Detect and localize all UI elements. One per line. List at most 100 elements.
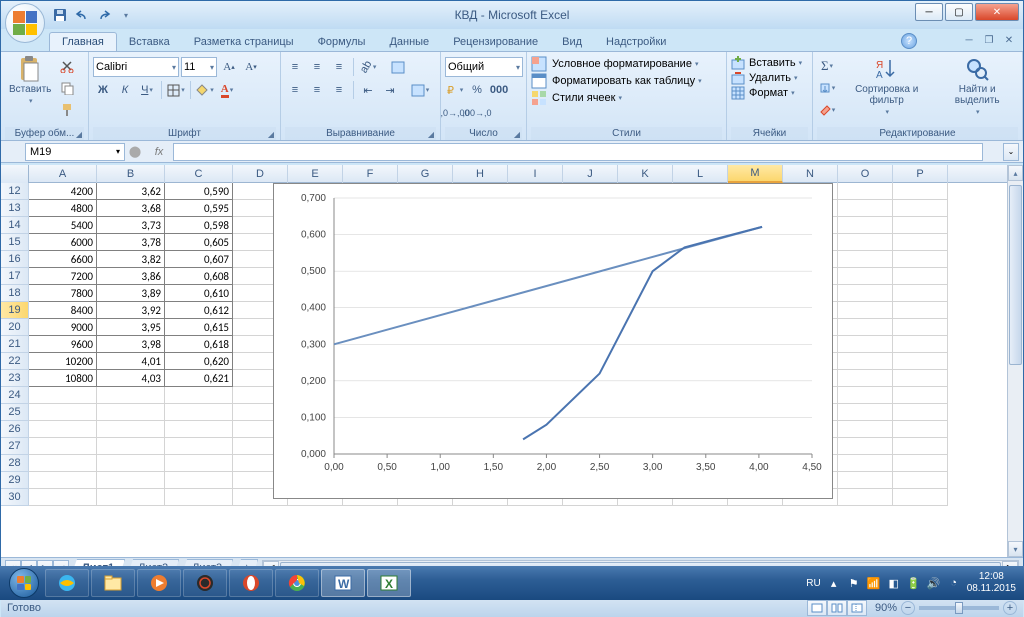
cell[interactable] <box>29 472 97 489</box>
close-button[interactable]: ✕ <box>975 3 1019 21</box>
format-table-button[interactable]: Форматировать как таблицу▾ <box>531 73 702 89</box>
cell[interactable] <box>838 438 893 455</box>
row-header[interactable]: 19 <box>1 302 29 319</box>
insert-cells-button[interactable]: Вставить▾ <box>731 56 802 70</box>
cell[interactable]: 8400 <box>29 302 97 319</box>
row-header[interactable]: 16 <box>1 251 29 268</box>
cell[interactable] <box>97 472 165 489</box>
col-header-K[interactable]: K <box>618 165 673 183</box>
autosum-icon[interactable]: Σ▾ <box>817 56 837 76</box>
row-header[interactable]: 23 <box>1 370 29 387</box>
cell[interactable]: 0,608 <box>165 268 233 285</box>
cell[interactable] <box>29 404 97 421</box>
bold-icon[interactable]: Ж <box>93 80 113 100</box>
cell[interactable] <box>838 370 893 387</box>
cell[interactable] <box>97 455 165 472</box>
cell[interactable]: 0,621 <box>165 370 233 387</box>
cell[interactable] <box>893 353 948 370</box>
col-header-M[interactable]: M <box>728 165 783 183</box>
cell[interactable] <box>893 268 948 285</box>
cell[interactable] <box>838 268 893 285</box>
taskbar-chrome-icon[interactable] <box>275 569 319 597</box>
cell[interactable] <box>893 421 948 438</box>
zoom-in-icon[interactable]: + <box>1003 601 1017 615</box>
font-color-icon[interactable]: A▾ <box>217 80 237 100</box>
cell[interactable] <box>893 489 948 506</box>
cell[interactable] <box>29 421 97 438</box>
underline-icon[interactable]: Ч▾ <box>137 80 157 100</box>
row-header[interactable]: 26 <box>1 421 29 438</box>
formula-expand-icon[interactable]: ⌄ <box>1003 143 1019 161</box>
cell[interactable]: 0,607 <box>165 251 233 268</box>
row-header[interactable]: 14 <box>1 217 29 234</box>
currency-icon[interactable]: ₽▾ <box>445 80 465 100</box>
cell[interactable]: 3,62 <box>97 183 165 200</box>
cell[interactable]: 3,82 <box>97 251 165 268</box>
doc-close-icon[interactable]: ✕ <box>1001 33 1017 47</box>
orientation-icon[interactable]: ab▾ <box>358 57 378 77</box>
italic-icon[interactable]: К <box>115 80 135 100</box>
cell[interactable] <box>29 438 97 455</box>
office-button[interactable] <box>5 3 45 43</box>
col-header-B[interactable]: B <box>97 165 165 183</box>
number-format-combo[interactable]: Общий▾ <box>445 57 523 77</box>
undo-icon[interactable] <box>73 6 91 24</box>
tab-разметка страницы[interactable]: Разметка страницы <box>182 33 306 51</box>
cell[interactable] <box>165 421 233 438</box>
cell[interactable] <box>838 217 893 234</box>
cell[interactable]: 10800 <box>29 370 97 387</box>
fill-color-icon[interactable]: ▾ <box>195 80 215 100</box>
find-select-button[interactable]: Найти и выделить▾ <box>936 54 1018 118</box>
font-name-combo[interactable]: Calibri▾ <box>93 57 179 77</box>
cell[interactable] <box>29 387 97 404</box>
taskbar-media-icon[interactable] <box>137 569 181 597</box>
taskbar-word-icon[interactable]: W <box>321 569 365 597</box>
cell[interactable] <box>893 472 948 489</box>
cell[interactable] <box>893 455 948 472</box>
font-size-combo[interactable]: 11▾ <box>181 57 217 77</box>
cell[interactable] <box>97 387 165 404</box>
cell[interactable] <box>838 421 893 438</box>
col-header-A[interactable]: A <box>29 165 97 183</box>
cell[interactable]: 10200 <box>29 353 97 370</box>
doc-restore-icon[interactable]: ❐ <box>981 33 997 47</box>
tab-вставка[interactable]: Вставка <box>117 33 182 51</box>
col-header-C[interactable]: C <box>165 165 233 183</box>
tab-вид[interactable]: Вид <box>550 33 594 51</box>
col-header-L[interactable]: L <box>673 165 728 183</box>
increase-indent-icon[interactable]: ⇥ <box>380 80 400 100</box>
decrease-decimal-icon[interactable]: ,00→,0 <box>467 103 487 123</box>
cell[interactable] <box>893 404 948 421</box>
cell[interactable] <box>893 251 948 268</box>
maximize-button[interactable]: ▢ <box>945 3 973 21</box>
cell[interactable]: 3,86 <box>97 268 165 285</box>
cell[interactable]: 3,95 <box>97 319 165 336</box>
zoom-out-icon[interactable]: − <box>901 601 915 615</box>
cell[interactable] <box>838 455 893 472</box>
embedded-chart[interactable]: 0,0000,1000,2000,3000,4000,5000,6000,700… <box>273 183 833 499</box>
bottom-align-icon[interactable]: ≡ <box>329 57 349 77</box>
top-align-icon[interactable]: ≡ <box>285 57 305 77</box>
cell[interactable]: 5400 <box>29 217 97 234</box>
help-icon[interactable]: ? <box>901 33 917 49</box>
cell[interactable] <box>838 353 893 370</box>
cell[interactable]: 7200 <box>29 268 97 285</box>
cell[interactable] <box>893 438 948 455</box>
tab-формулы[interactable]: Формулы <box>306 33 378 51</box>
cell[interactable]: 3,68 <box>97 200 165 217</box>
delete-cells-button[interactable]: Удалить▾ <box>731 71 798 85</box>
tray-network-icon[interactable]: 📶 <box>867 576 881 590</box>
border-icon[interactable]: ▾ <box>166 80 186 100</box>
cell[interactable] <box>893 319 948 336</box>
page-break-view-icon[interactable] <box>847 600 867 616</box>
comma-icon[interactable]: 000 <box>489 80 509 100</box>
clock[interactable]: 12:0808.11.2015 <box>967 571 1016 595</box>
cell[interactable] <box>165 472 233 489</box>
cell[interactable] <box>838 387 893 404</box>
tab-рецензирование[interactable]: Рецензирование <box>441 33 550 51</box>
tray-arrow-icon[interactable]: ▴ <box>827 576 841 590</box>
cell[interactable] <box>893 370 948 387</box>
col-header-G[interactable]: G <box>398 165 453 183</box>
doc-minimize-icon[interactable]: ─ <box>961 33 977 47</box>
cell[interactable] <box>29 455 97 472</box>
